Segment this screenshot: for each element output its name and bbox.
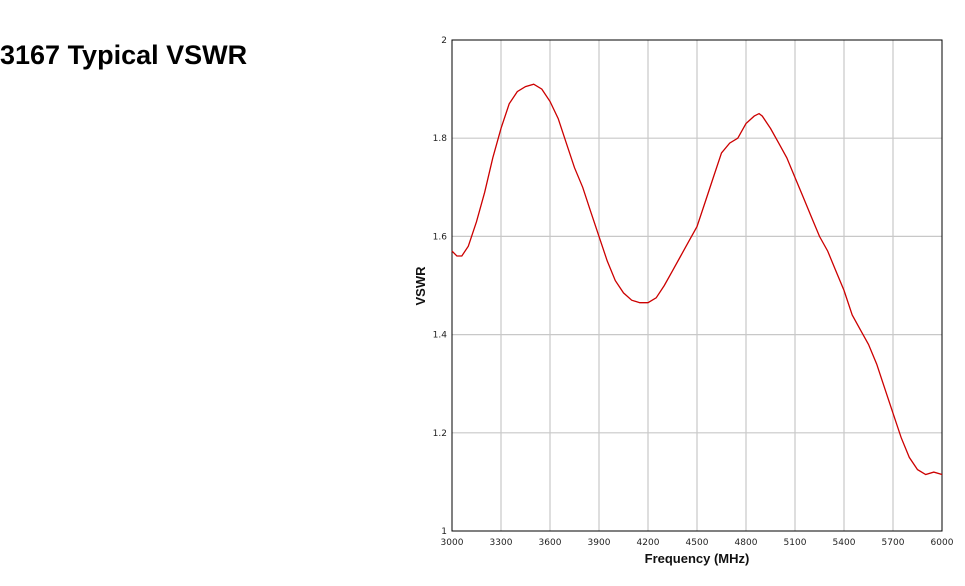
y-tick-label: 1.2 (433, 429, 447, 439)
plot-frame (451, 39, 943, 532)
x-tick-label: 5700 (882, 538, 905, 548)
x-tick-label: 3300 (490, 538, 513, 548)
x-tick-label: 3000 (441, 538, 464, 548)
x-axis-label: Frequency (MHz) (645, 551, 750, 566)
y-tick-label: 1.6 (433, 232, 448, 242)
y-tick-label: 1.8 (433, 134, 448, 144)
x-tick-label: 6000 (931, 538, 954, 548)
x-tick-labels: 3000 3300 3600 3900 4200 4500 4800 5100 5400 5700… (441, 538, 954, 548)
y-tick-label: 1.4 (433, 331, 448, 341)
y-tick-label: 1 (441, 527, 447, 537)
x-tick-label: 3900 (588, 538, 611, 548)
x-tick-label: 5400 (833, 538, 856, 548)
x-tick-label: 4800 (735, 538, 758, 548)
page-title: 3167 Typical VSWR (0, 40, 248, 70)
y-tick-label: 2 (441, 36, 447, 46)
y-axis-label: VSWR (413, 266, 428, 306)
x-tick-label: 4200 (637, 538, 660, 548)
x-tick-label: 4500 (686, 538, 709, 548)
y-tick-labels: 1 1.2 1.4 1.6 1.8 2 (433, 36, 448, 537)
x-tick-label: 3600 (539, 538, 562, 548)
grid (452, 40, 942, 531)
series-line (451, 83, 943, 476)
x-tick-label: 5100 (784, 538, 807, 548)
